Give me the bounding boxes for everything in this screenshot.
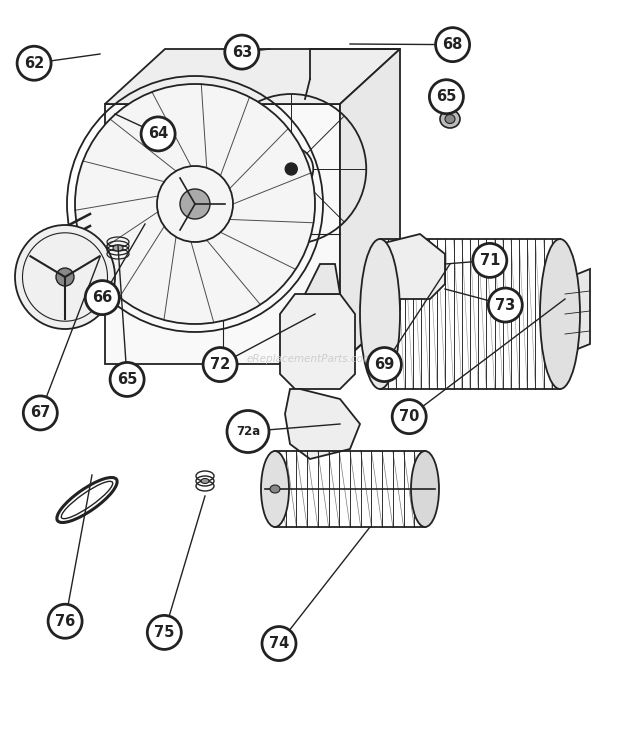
Polygon shape <box>370 234 445 299</box>
Ellipse shape <box>56 268 74 286</box>
Ellipse shape <box>15 225 115 329</box>
Circle shape <box>148 615 181 650</box>
Text: 63: 63 <box>232 45 252 60</box>
Text: 62: 62 <box>24 56 44 71</box>
Circle shape <box>225 35 259 69</box>
Polygon shape <box>280 294 355 389</box>
Text: 64: 64 <box>148 126 168 141</box>
Text: eReplacementParts.com: eReplacementParts.com <box>246 354 374 364</box>
Text: 73: 73 <box>495 298 515 312</box>
Ellipse shape <box>270 485 280 493</box>
Polygon shape <box>105 49 400 104</box>
Ellipse shape <box>113 245 123 251</box>
Text: 75: 75 <box>154 625 174 640</box>
Circle shape <box>86 280 119 315</box>
Text: 68: 68 <box>443 37 463 52</box>
Circle shape <box>141 117 175 151</box>
Circle shape <box>392 400 426 434</box>
Text: 72: 72 <box>210 357 230 372</box>
Circle shape <box>110 362 144 397</box>
Text: 70: 70 <box>399 409 419 424</box>
Ellipse shape <box>411 451 439 527</box>
Circle shape <box>227 411 269 452</box>
Circle shape <box>180 189 210 219</box>
Circle shape <box>262 626 296 661</box>
Text: 71: 71 <box>480 253 500 268</box>
Circle shape <box>203 347 237 382</box>
Circle shape <box>75 84 315 324</box>
Text: 65: 65 <box>117 372 137 387</box>
Text: 74: 74 <box>269 636 289 651</box>
Polygon shape <box>305 264 340 294</box>
Ellipse shape <box>445 115 455 124</box>
Circle shape <box>489 288 522 322</box>
Circle shape <box>436 28 469 62</box>
Text: 69: 69 <box>374 357 394 372</box>
Text: 72a: 72a <box>236 425 260 438</box>
Circle shape <box>285 163 297 175</box>
Polygon shape <box>565 269 590 354</box>
Ellipse shape <box>440 110 460 128</box>
Circle shape <box>430 80 463 114</box>
Text: 76: 76 <box>55 614 75 629</box>
Ellipse shape <box>540 239 580 389</box>
Polygon shape <box>285 389 360 459</box>
Text: 67: 67 <box>30 405 50 420</box>
Circle shape <box>24 396 57 430</box>
Ellipse shape <box>360 239 400 389</box>
Text: 66: 66 <box>92 290 112 305</box>
Polygon shape <box>340 49 400 364</box>
Text: 65: 65 <box>436 89 456 104</box>
Ellipse shape <box>201 478 209 484</box>
Circle shape <box>473 243 507 278</box>
Circle shape <box>17 46 51 80</box>
Circle shape <box>48 604 82 638</box>
Ellipse shape <box>261 451 289 527</box>
Polygon shape <box>105 104 340 364</box>
Circle shape <box>368 347 401 382</box>
